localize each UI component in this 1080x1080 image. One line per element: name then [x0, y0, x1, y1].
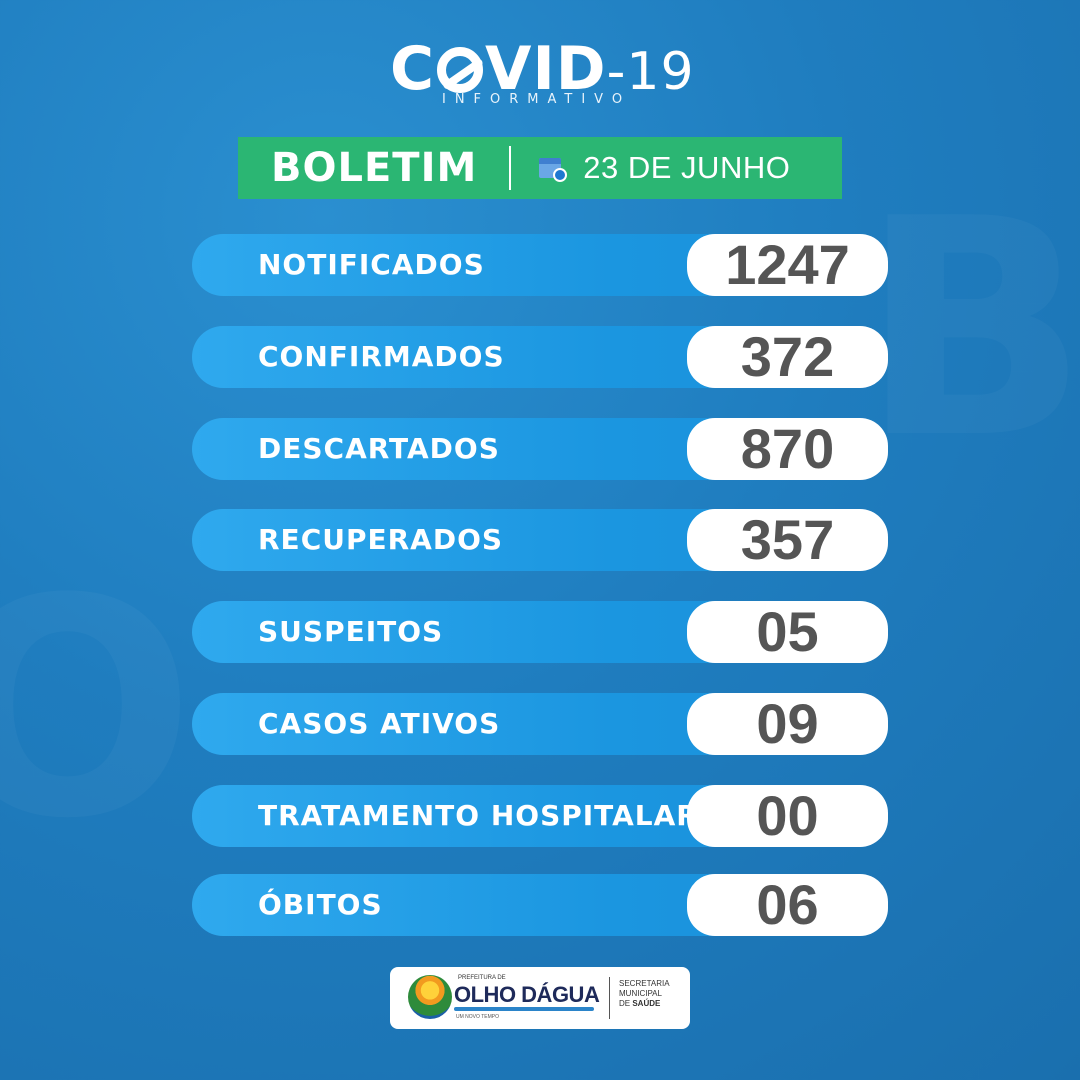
stat-label: RECUPERADOS — [258, 523, 504, 556]
footer-secretaria: SECRETARIA MUNICIPAL DE SAÚDE — [619, 979, 670, 1009]
covid-logo: C VID-19 — [390, 34, 695, 104]
stat-label: SUSPEITOS — [258, 615, 444, 648]
stat-value-box: 06 — [687, 874, 888, 936]
secretaria-prefix: DE — [619, 999, 633, 1008]
footer-prefeitura: PREFEITURA DE — [458, 975, 506, 981]
stat-value-box: 1247 — [687, 234, 888, 296]
stat-value: 870 — [740, 417, 835, 480]
stat-value: 06 — [756, 873, 819, 936]
stat-value: 1247 — [725, 233, 850, 296]
logo-subtitle: INFORMATIVO — [442, 92, 632, 107]
divider — [509, 146, 512, 190]
stat-label: NOTIFICADOS — [258, 248, 485, 281]
stat-value-box: 00 — [687, 785, 888, 847]
stat-value-box: 05 — [687, 601, 888, 663]
boletim-date: 23 DE JUNHO — [583, 150, 791, 185]
stat-row-suspeitos: SUSPEITOS 05 — [192, 601, 888, 663]
stat-row-confirmados: CONFIRMADOS 372 — [192, 326, 888, 388]
wave-decoration — [454, 1007, 594, 1011]
header: C VID-19 INFORMATIVO — [0, 30, 1080, 110]
stat-row-obitos: ÓBITOS 06 — [192, 874, 888, 936]
stat-label: DESCARTADOS — [258, 432, 500, 465]
logo-letters: VID — [485, 34, 607, 104]
secretaria-saude: SAÚDE — [632, 999, 661, 1008]
boletim-label: BOLETIM — [271, 145, 478, 191]
logo-number: -19 — [606, 42, 695, 102]
stat-value: 05 — [756, 600, 819, 663]
stat-row-notificados: NOTIFICADOS 1247 — [192, 234, 888, 296]
stat-value: 00 — [756, 784, 819, 847]
stat-row-casos-ativos: CASOS ATIVOS 09 — [192, 693, 888, 755]
stat-row-recuperados: RECUPERADOS 357 — [192, 509, 888, 571]
stat-value: 357 — [740, 508, 835, 571]
footer-divider — [609, 977, 610, 1019]
stat-value-box: 09 — [687, 693, 888, 755]
stat-label: CASOS ATIVOS — [258, 707, 501, 740]
boletim-banner: BOLETIM 23 DE JUNHO — [238, 137, 842, 199]
stat-label: CONFIRMADOS — [258, 340, 505, 373]
footer-tagline: UM NOVO TEMPO — [456, 1014, 499, 1020]
stat-row-descartados: DESCARTADOS 870 — [192, 418, 888, 480]
secretaria-line: MUNICIPAL — [619, 989, 662, 998]
footer-city: OLHO DÁGUA — [454, 982, 600, 1007]
stat-value-box: 870 — [687, 418, 888, 480]
footer-logo-card: PREFEITURA DE OLHO DÁGUA UM NOVO TEMPO S… — [390, 967, 690, 1029]
stat-value: 372 — [740, 325, 835, 388]
secretaria-line: SECRETARIA — [619, 979, 670, 988]
stat-value-box: 357 — [687, 509, 888, 571]
city-seal-icon — [408, 975, 452, 1019]
stat-label: ÓBITOS — [258, 888, 383, 921]
stat-value-box: 372 — [687, 326, 888, 388]
calendar-clock-icon — [539, 154, 568, 182]
secretaria-line: DE SAÚDE — [619, 999, 670, 1009]
stat-value: 09 — [756, 692, 819, 755]
virus-icon — [437, 47, 484, 93]
stat-label: TRATAMENTO HOSPITALAR — [258, 799, 699, 832]
stat-row-tratamento-hospitalar: TRATAMENTO HOSPITALAR 00 — [192, 785, 888, 847]
logo-letter-c: C — [390, 34, 436, 104]
